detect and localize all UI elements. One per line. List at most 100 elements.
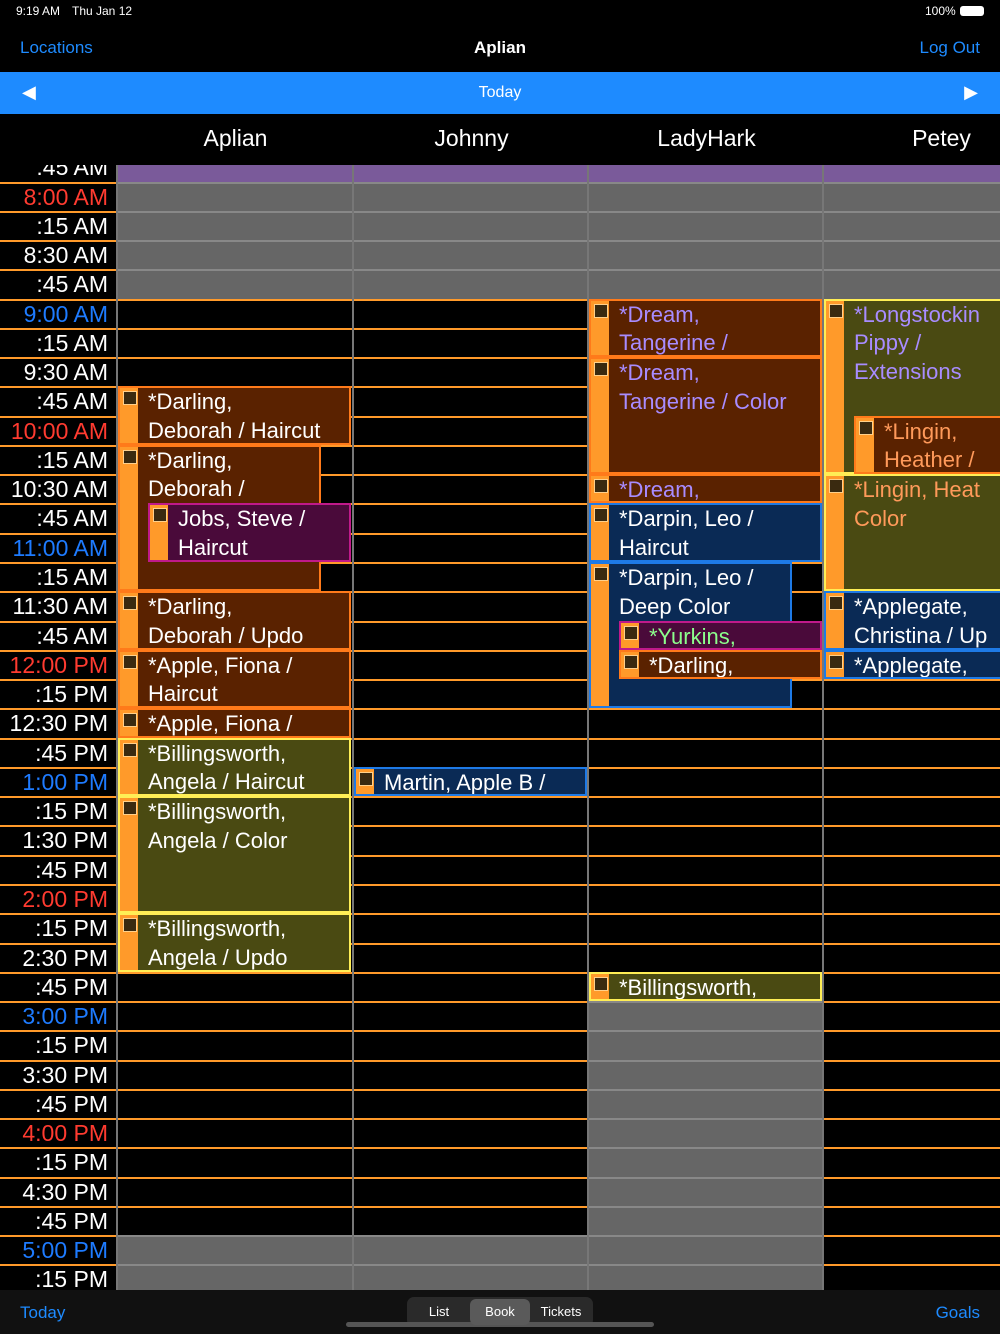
- time-label: :45 AM: [36, 622, 108, 649]
- slot: [824, 854, 1000, 884]
- appointment[interactable]: *Dream, Tangerine / Color: [589, 357, 822, 475]
- column-header[interactable]: Aplian: [203, 125, 268, 151]
- slot: [354, 1030, 589, 1060]
- client-icon: [123, 449, 137, 464]
- appointment[interactable]: *Darpin, Leo / Haircut: [589, 503, 822, 562]
- client-icon: [829, 303, 843, 318]
- slot: [824, 708, 1000, 738]
- appointment[interactable]: *Dream, Tangerine /: [589, 298, 822, 358]
- slot: [118, 1088, 353, 1119]
- appointment-text: *Dream, Tangerine /: [619, 301, 820, 356]
- time-label: 9:00 AM: [23, 300, 108, 327]
- appointment[interactable]: *Darling,: [619, 649, 822, 680]
- today-button[interactable]: Today: [20, 1303, 66, 1322]
- time-line: [0, 1264, 118, 1267]
- appointment[interactable]: *Applegate, Christina / Up: [824, 591, 1000, 650]
- time-line: [0, 825, 118, 828]
- appointment[interactable]: *Billingsworth, Angela / Color: [118, 796, 351, 914]
- time-label: 11:00 AM: [12, 534, 108, 561]
- slot: [354, 1088, 589, 1119]
- next-arrow[interactable]: ▶: [964, 82, 978, 102]
- slot: [824, 1059, 1000, 1089]
- slot: [354, 1118, 589, 1148]
- time-label: :45 AM: [36, 388, 108, 415]
- appointment-line: *Applegate,: [854, 594, 968, 620]
- appointment[interactable]: *Applegate,: [824, 649, 1000, 680]
- slot: [354, 1147, 589, 1177]
- slot: [354, 503, 589, 533]
- time-line: [0, 1205, 118, 1208]
- time-line: [0, 1059, 118, 1062]
- time-line: [0, 532, 118, 535]
- locations-button[interactable]: Locations: [20, 38, 93, 57]
- tab[interactable]: Book: [470, 1299, 530, 1325]
- client-icon: [624, 625, 638, 640]
- slot: [118, 1118, 353, 1148]
- slot: [589, 942, 824, 972]
- appointment[interactable]: *Apple, Fiona / Haircut: [118, 649, 351, 709]
- appointment[interactable]: *Dream,: [589, 474, 822, 504]
- appointment[interactable]: *Billingsworth, Angela / Haircut: [118, 737, 351, 797]
- logout-button[interactable]: Log Out: [919, 38, 981, 57]
- slot: [589, 1264, 824, 1290]
- appointment-line: *Billingsworth,: [148, 916, 287, 942]
- time-label: :15 PM: [35, 1149, 108, 1176]
- appointment-line: *Billingsworth,: [148, 799, 287, 825]
- appointment-line: *Darling,: [148, 389, 233, 415]
- tab[interactable]: Tickets: [540, 1304, 582, 1319]
- appointment-text: *Applegate,: [854, 652, 1000, 677]
- appointment[interactable]: *Billingsworth,: [589, 971, 822, 1002]
- column-header[interactable]: Petey: [912, 125, 971, 151]
- prev-arrow[interactable]: ◀: [22, 82, 36, 102]
- appointment[interactable]: *Darling, Deborah / Haircut: [118, 386, 351, 445]
- slot: [589, 240, 824, 270]
- battery-icon: [960, 6, 984, 16]
- strip: [120, 446, 138, 590]
- slot: [118, 1147, 353, 1177]
- slot: [354, 737, 589, 767]
- column-header[interactable]: LadyHark: [657, 125, 756, 151]
- time-label: :45 AM: [36, 165, 108, 181]
- appointment-text: Martin, Apple B /: [384, 769, 585, 794]
- column-divider: [822, 165, 824, 1290]
- slot: [118, 269, 353, 299]
- goals-button[interactable]: Goals: [935, 1303, 980, 1322]
- time-line: [0, 444, 118, 447]
- slot: [354, 854, 589, 884]
- client-icon: [123, 713, 137, 728]
- appointment[interactable]: *Billingsworth, Angela / Updo: [118, 913, 351, 972]
- time-line: [0, 649, 118, 652]
- appointment-line: Haircut: [148, 681, 218, 707]
- slot: [824, 1088, 1000, 1119]
- appointment[interactable]: *Lingin, Heather /: [854, 415, 1000, 475]
- appointment-text: *Darling, Deborah / Updo: [148, 593, 349, 648]
- appointment-line: Pippy /: [854, 330, 922, 356]
- slot: [354, 1176, 589, 1206]
- date-label[interactable]: Today: [478, 84, 522, 101]
- time-line: [0, 1176, 118, 1179]
- client-icon: [594, 567, 608, 581]
- appointment[interactable]: *Apple, Fiona /: [118, 708, 351, 738]
- slot: [118, 210, 353, 241]
- appointment[interactable]: Martin, Apple B /: [354, 766, 587, 797]
- column-header[interactable]: Johnny: [434, 125, 509, 151]
- slot: [824, 1176, 1000, 1206]
- time-line: [0, 1088, 118, 1091]
- slot: [354, 386, 589, 416]
- tab[interactable]: List: [428, 1304, 450, 1319]
- nav-title: Aplian: [474, 38, 526, 57]
- appointment[interactable]: *Lingin, Heat Color: [824, 474, 1000, 592]
- date-bar: [0, 72, 1000, 114]
- time-line: [0, 679, 118, 682]
- appointment[interactable]: Jobs, Steve / Haircut: [148, 503, 351, 562]
- appointment-line: *Dream,: [619, 301, 700, 327]
- time-label: :45 AM: [36, 505, 108, 532]
- appointment[interactable]: *Yurkins,: [619, 620, 822, 650]
- slot: [118, 298, 353, 328]
- appointment[interactable]: *Darling, Deborah / Updo: [118, 591, 351, 650]
- time-label: :45 PM: [35, 973, 108, 1000]
- slot: [589, 269, 824, 299]
- slot: [354, 240, 589, 270]
- client-icon: [624, 654, 638, 669]
- appointment-line: *Dream,: [619, 360, 700, 386]
